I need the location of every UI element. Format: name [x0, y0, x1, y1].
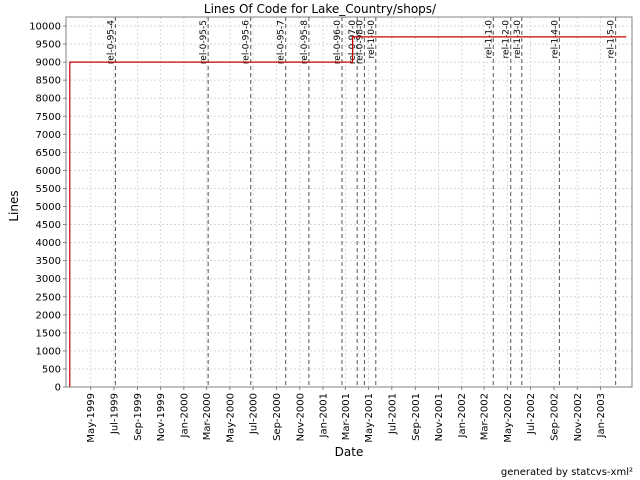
grid — [66, 17, 632, 388]
x-tick-label: Mar-2000 — [202, 393, 213, 440]
x-tick-label: Nov-1999 — [156, 393, 167, 441]
y-axis-ticks: 0 500 1000 1500 2000 2500 3000 3500 4000 4500 5000… — [29, 22, 66, 394]
x-tick-label: Nov-2000 — [295, 393, 306, 441]
x-tick-label: Jul-2000 — [249, 393, 260, 435]
x-tick-label: Jan-2002 — [457, 393, 468, 438]
x-tick-label: Jan-2000 — [179, 393, 190, 438]
tag-marker-label: rel-1-4-0 — [550, 20, 560, 59]
x-tick-label: Mar-2001 — [341, 393, 352, 440]
y-tick-label: 3000 — [36, 274, 61, 285]
y-tick-label: 8500 — [36, 76, 61, 87]
y-tick-label: 9500 — [36, 40, 61, 51]
x-tick-label: Sep-2000 — [272, 393, 283, 441]
tag-marker-label: rel-0-95-8 — [300, 20, 310, 64]
plot-frame — [65, 16, 633, 388]
x-tick-label: May-2002 — [503, 393, 514, 443]
y-tick-label: 5000 — [36, 202, 61, 213]
tag-marker-label: rel-1-2-0 — [502, 20, 512, 59]
y-tick-label: 0 — [55, 383, 61, 394]
tag-marker-label: rel-0-98-0 — [355, 20, 365, 64]
y-tick-label: 4500 — [36, 220, 61, 231]
y-tick-label: 1000 — [36, 346, 61, 357]
y-tick-label: 500 — [42, 364, 61, 375]
y-tick-label: 6000 — [36, 166, 61, 177]
tag-marker-label: rel-1-3-0 — [513, 20, 523, 59]
tag-marker-label: rel-1-1-0 — [484, 20, 494, 59]
x-tick-label: Sep-2001 — [411, 393, 422, 441]
x-tick-label: Sep-2002 — [550, 393, 561, 441]
y-tick-label: 5500 — [36, 184, 61, 195]
x-tick-label: Jul-1999 — [109, 393, 120, 435]
x-axis-label: Date — [335, 445, 364, 459]
y-tick-label: 4000 — [36, 238, 61, 249]
x-tick-label: Jul-2002 — [526, 393, 537, 435]
x-tick-label: Jan-2001 — [318, 393, 329, 438]
y-tick-label: 2000 — [36, 310, 61, 321]
y-tick-label: 3500 — [36, 256, 61, 267]
x-tick-label: May-2001 — [364, 393, 375, 443]
tag-marker-label: rel-1-5-0 — [607, 20, 617, 59]
y-tick-label: 9000 — [36, 58, 61, 69]
x-tick-label: May-2000 — [225, 393, 236, 443]
x-axis-ticks: May-1999 Jul-1999 Sep-1999 Nov-1999 Jan-2000… — [86, 387, 607, 443]
x-tick-label: Sep-1999 — [133, 393, 144, 441]
loc-series-line — [69, 36, 627, 387]
y-tick-label: 8000 — [36, 94, 61, 105]
tag-marker-label: rel-0-95-6 — [242, 20, 252, 64]
x-tick-label: Jan-2003 — [596, 393, 607, 438]
y-tick-label: 2500 — [36, 292, 61, 303]
tag-marker-label: rel-0-95-5 — [199, 20, 209, 64]
x-tick-label: Nov-2001 — [434, 393, 445, 441]
series-layer — [69, 36, 627, 387]
chart-title: Lines Of Code for Lake_Country/shops/ — [204, 2, 437, 16]
x-tick-label: May-1999 — [86, 393, 97, 443]
generator-credit: generated by statcvs-xml² — [501, 467, 633, 478]
x-tick-label: Jul-2001 — [387, 393, 398, 435]
x-tick-label: Nov-2002 — [573, 393, 584, 441]
y-axis-label: Lines — [7, 190, 21, 221]
y-tick-label: 7500 — [36, 112, 61, 123]
y-tick-label: 10000 — [29, 22, 61, 33]
tag-markers: rel-0-95-4 rel-0-95-5 rel-0-95-6 rel-0-95-7… — [106, 17, 617, 387]
y-tick-label: 6500 — [36, 148, 61, 159]
x-tick-label: Mar-2002 — [480, 393, 491, 440]
tag-marker-label: rel-0-95-4 — [106, 20, 116, 64]
tag-marker-label: rel-1-0-0 — [367, 20, 377, 59]
tag-marker-label: rel-0-96-0 — [333, 20, 343, 64]
tag-marker-label: rel-0-95-7 — [277, 20, 287, 64]
y-tick-label: 1500 — [36, 328, 61, 339]
y-tick-label: 7000 — [36, 130, 61, 141]
